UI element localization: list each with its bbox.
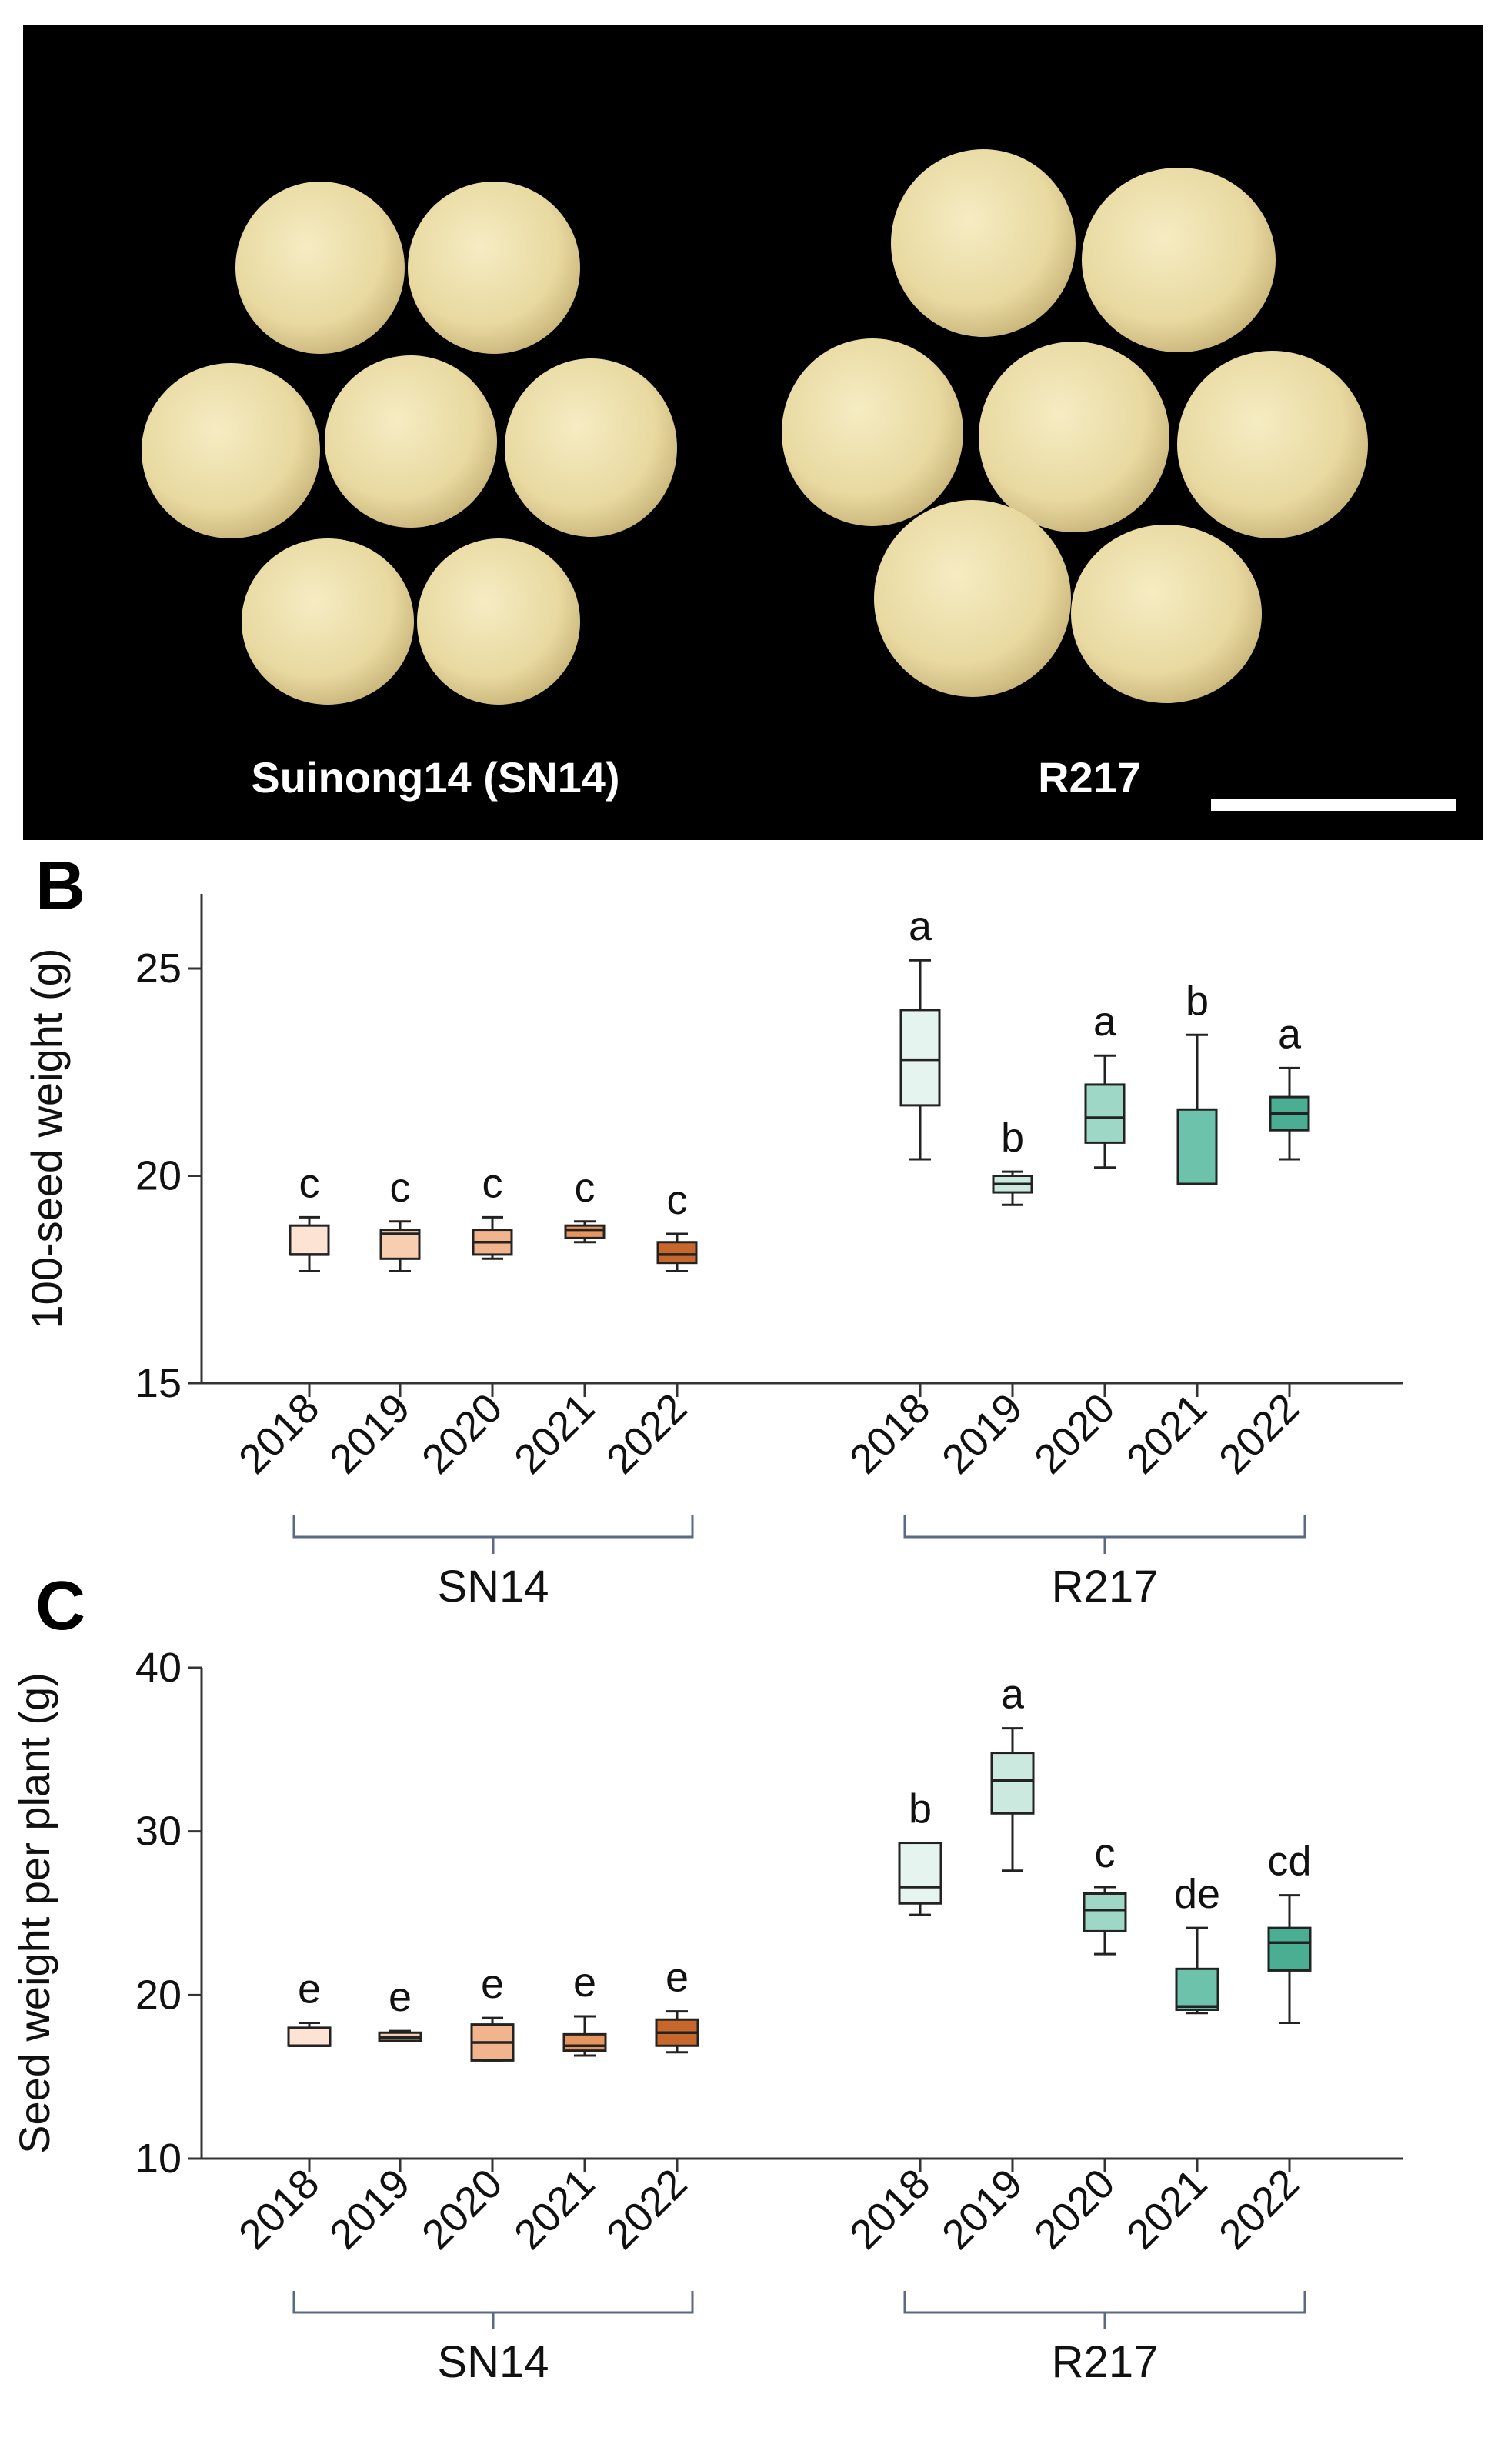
- significance-letter: e: [481, 1961, 504, 2007]
- x-tick-label: 2022: [598, 2160, 696, 2258]
- seed: [874, 500, 1071, 697]
- x-tick-label: 2022: [1210, 2160, 1308, 2258]
- group-bracket: [903, 1515, 1306, 1554]
- x-tick-label: 2021: [505, 2160, 603, 2258]
- box-R217-2020: [1083, 1892, 1127, 1932]
- panel-c-letter: C: [35, 1568, 85, 1645]
- group-bracket: [292, 1515, 694, 1554]
- x-tick-label: 2019: [933, 2160, 1031, 2258]
- seed: [505, 358, 677, 537]
- group-label: SN14: [437, 1562, 549, 1612]
- x-tick-label: 2019: [321, 1385, 419, 1482]
- y-axis-label: 100-seed weight (g): [22, 949, 71, 1329]
- seed: [1082, 168, 1276, 352]
- significance-letter: e: [666, 1955, 689, 2001]
- panel-a-letter: A: [40, 32, 90, 109]
- x-tick-label: 2020: [1026, 2160, 1123, 2258]
- panel-a-photo: A Suinong14 (SN14) R217: [23, 25, 1483, 840]
- x-tick-label: 2021: [1118, 2160, 1216, 2258]
- group-label: R217: [1052, 2337, 1159, 2387]
- significance-letter: c: [667, 1177, 688, 1223]
- x-tick-label: 2021: [505, 1385, 603, 1482]
- significance-letter: e: [298, 1966, 321, 2012]
- label-r217-photo: R217: [1038, 753, 1141, 802]
- label-sn14-photo: Suinong14 (SN14): [251, 753, 619, 802]
- seed: [891, 149, 1076, 337]
- y-tick-label: 25: [135, 945, 182, 992]
- box-R217-2019: [990, 1752, 1035, 1815]
- significance-letter: de: [1174, 1871, 1220, 1917]
- seed: [979, 342, 1169, 532]
- significance-letter: cd: [1267, 1839, 1311, 1885]
- panel-b-chart: B 15 20 25 100-seed weight (g) c 2018 c 2019 c 20…: [22, 848, 1403, 1612]
- chart-100-seed-weight: 15 20 25 100-seed weight (g) c 2018 c 2019 c 2020…: [22, 894, 1403, 1612]
- significance-letter: a: [1093, 999, 1117, 1045]
- significance-letter: b: [909, 1786, 932, 1832]
- x-tick-label: 2019: [933, 1385, 1031, 1482]
- y-axis-label: Seed weight per plant (g): [10, 1672, 58, 2154]
- x-tick-label: 2020: [413, 1385, 511, 1482]
- significance-letter: b: [1001, 1115, 1024, 1161]
- box-SN14-2021: [562, 2032, 607, 2052]
- seed: [408, 182, 580, 354]
- significance-letter: c: [299, 1160, 320, 1206]
- y-tick-label: 20: [135, 1153, 182, 1199]
- y-tick-label: 20: [135, 1972, 182, 2018]
- x-tick-label: 2021: [1118, 1385, 1216, 1482]
- seed: [1177, 351, 1368, 538]
- group-bracket: [903, 2291, 1306, 2329]
- y-tick-label: 15: [135, 1360, 182, 1406]
- seed: [242, 538, 414, 705]
- y-tick-label: 40: [135, 1645, 182, 1691]
- significance-letter: a: [1001, 1672, 1025, 1718]
- box-R217-2022: [1267, 1926, 1312, 1972]
- box-R217-2020: [1084, 1083, 1126, 1144]
- y-tick-label: 30: [135, 1809, 182, 1855]
- x-tick-label: 2019: [321, 2160, 419, 2258]
- significance-letter: c: [1095, 1830, 1116, 1876]
- box-R217-2018: [899, 1009, 941, 1107]
- panel-b-letter: B: [35, 848, 85, 925]
- box-R217-2021: [1175, 1967, 1219, 2011]
- significance-letter: c: [575, 1165, 596, 1211]
- significance-letter: e: [389, 1974, 412, 2020]
- box-SN14-2021: [564, 1224, 606, 1239]
- seed: [142, 363, 320, 538]
- x-tick-label: 2018: [841, 2160, 939, 2258]
- panel-c-chart: C 10 20 30 40 Seed weight per plant (g) e 2018…: [10, 1568, 1403, 2387]
- box-R217-2018: [898, 1842, 942, 1905]
- significance-letter: c: [390, 1165, 411, 1211]
- x-tick-label: 2022: [598, 1385, 696, 1482]
- x-tick-label: 2022: [1210, 1385, 1308, 1482]
- group-label: R217: [1052, 1562, 1159, 1612]
- x-tick-label: 2018: [230, 1385, 328, 1482]
- seeds-sn14: [142, 182, 677, 705]
- seed: [417, 538, 580, 705]
- group-label: SN14: [437, 2337, 549, 2387]
- significance-letter: e: [573, 1959, 596, 2006]
- significance-letter: b: [1186, 978, 1209, 1024]
- seed: [235, 182, 405, 354]
- box-SN14-2022: [656, 1241, 698, 1265]
- chart-seed-weight-per-plant: 10 20 30 40 Seed weight per plant (g) e 2018 e 2…: [10, 1645, 1403, 2387]
- seed: [325, 355, 497, 528]
- scale-bar: [1211, 799, 1456, 811]
- significance-letter: a: [1278, 1011, 1302, 1057]
- x-tick-label: 2020: [413, 2160, 511, 2258]
- y-tick-label: 10: [135, 2136, 182, 2182]
- box-SN14-2018: [287, 2026, 332, 2047]
- seeds-r217: [782, 149, 1368, 703]
- significance-letter: a: [909, 903, 932, 949]
- box-R217-2021: [1176, 1108, 1218, 1185]
- group-bracket: [292, 2291, 694, 2329]
- seed: [1071, 525, 1262, 703]
- x-tick-label: 2018: [841, 1385, 939, 1482]
- x-tick-label: 2018: [230, 2160, 328, 2258]
- seed: [782, 338, 963, 526]
- x-tick-label: 2020: [1026, 1385, 1123, 1482]
- box-SN14-2018: [289, 1224, 330, 1256]
- significance-letter: c: [482, 1160, 503, 1206]
